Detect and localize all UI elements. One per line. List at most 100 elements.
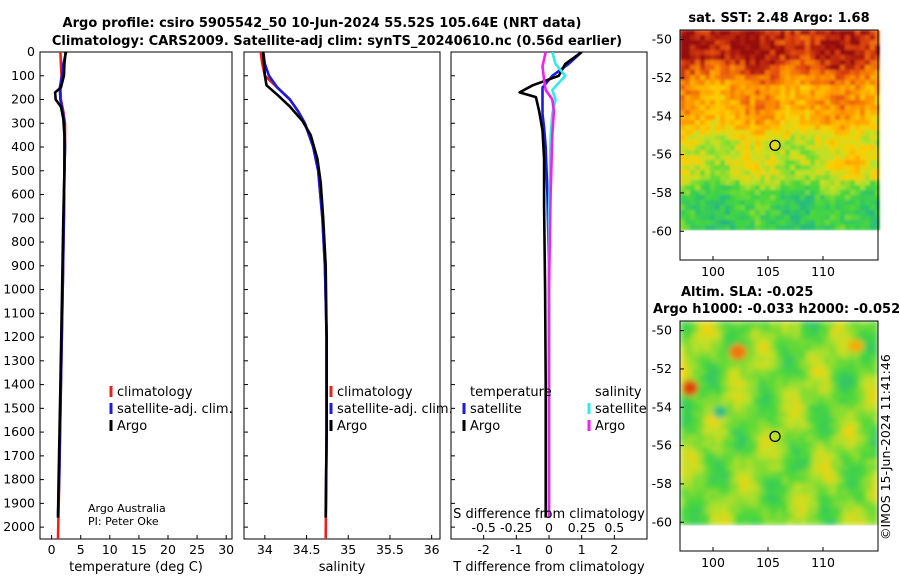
sst-cell xyxy=(700,30,706,36)
sla-cell xyxy=(800,465,807,472)
sla-cell xyxy=(680,501,687,508)
sst-cell xyxy=(690,225,696,231)
sla-cell xyxy=(794,333,801,340)
sst-cell xyxy=(790,210,796,216)
sst-cell xyxy=(830,70,836,76)
sla-cell xyxy=(716,363,723,370)
sst-cell xyxy=(820,185,826,191)
sla-cell xyxy=(704,429,711,436)
sla-cell xyxy=(764,465,771,472)
sla-cell xyxy=(806,453,813,460)
sst-cell xyxy=(870,180,876,186)
sst-cell xyxy=(720,175,726,181)
sst-cell xyxy=(730,40,736,46)
sla-cell xyxy=(848,369,855,376)
sst-cell xyxy=(770,35,776,41)
sst-cell xyxy=(820,170,826,176)
sla-cell xyxy=(872,465,879,472)
sla-cell xyxy=(842,393,849,400)
sst-cell xyxy=(680,200,686,206)
sst-cell xyxy=(755,135,761,141)
sst-cell xyxy=(770,190,776,196)
sla-cell xyxy=(764,351,771,358)
sst-cell xyxy=(830,135,836,141)
sla-cell xyxy=(848,519,855,526)
sla-cell xyxy=(800,507,807,514)
sst-cell xyxy=(835,60,841,66)
sla-cell xyxy=(692,393,699,400)
sla-cell xyxy=(812,333,819,340)
sst-cell xyxy=(725,85,731,91)
sla-cell xyxy=(740,327,747,334)
sst-cell xyxy=(680,210,686,216)
sst-cell xyxy=(780,130,786,136)
sst-cell xyxy=(745,65,751,71)
sla-cell xyxy=(740,501,747,508)
sst-cell xyxy=(690,150,696,156)
sla-cell xyxy=(872,417,879,424)
sla-cell xyxy=(842,357,849,364)
sst-cell xyxy=(820,130,826,136)
sla-cell xyxy=(842,441,849,448)
sla-cell xyxy=(842,519,849,526)
sla-cell xyxy=(806,321,813,328)
sst-cell xyxy=(755,115,761,121)
sla-cell xyxy=(686,405,693,412)
sla-cell xyxy=(854,495,861,502)
sst-cell xyxy=(770,90,776,96)
sla-cell xyxy=(764,489,771,496)
sst-cell xyxy=(735,220,741,226)
sst-cell xyxy=(860,135,866,141)
sst-cell xyxy=(765,100,771,106)
sla-cell xyxy=(818,369,825,376)
sst-cell xyxy=(740,140,746,146)
sla-cell xyxy=(806,513,813,520)
sla-cell xyxy=(860,441,867,448)
sst-cell xyxy=(840,130,846,136)
sla-cell xyxy=(746,465,753,472)
sla-cell xyxy=(860,507,867,514)
sst-cell xyxy=(785,185,791,191)
sst-cell xyxy=(785,125,791,131)
sst-cell xyxy=(800,220,806,226)
sst-cell xyxy=(805,165,811,171)
sst-cell xyxy=(680,195,686,201)
sst-cell xyxy=(815,160,821,166)
sla-cell xyxy=(818,411,825,418)
sst-cell xyxy=(760,175,766,181)
sla-cell xyxy=(824,321,831,328)
sla-cell xyxy=(686,411,693,418)
sst-cell xyxy=(865,45,871,51)
sst-cell xyxy=(825,40,831,46)
sla-cell xyxy=(758,375,765,382)
sst-cell xyxy=(870,220,876,226)
sst-cell xyxy=(725,120,731,126)
sst-cell xyxy=(825,50,831,56)
sla-cell xyxy=(854,369,861,376)
sla-cell xyxy=(854,507,861,514)
sla-cell xyxy=(746,471,753,478)
sla-cell xyxy=(692,339,699,346)
sla-cell xyxy=(770,411,777,418)
sst-cell xyxy=(695,120,701,126)
sst-cell xyxy=(845,110,851,116)
sst-cell xyxy=(815,85,821,91)
map-y-tick-label: -54 xyxy=(652,108,672,123)
sla-cell xyxy=(758,369,765,376)
series-temperature-argo-line xyxy=(518,52,583,518)
sst-cell xyxy=(775,140,781,146)
sst-cell xyxy=(725,45,731,51)
sst-cell xyxy=(740,105,746,111)
sla-cell xyxy=(686,333,693,340)
sst-cell xyxy=(775,215,781,221)
sst-cell xyxy=(790,135,796,141)
sla-cell xyxy=(818,417,825,424)
sst-cell xyxy=(720,210,726,216)
sla-cell xyxy=(818,351,825,358)
sst-cell xyxy=(775,180,781,186)
legend-label-argo: Argo xyxy=(337,419,367,434)
sst-cell xyxy=(770,215,776,221)
sla-cell xyxy=(782,411,789,418)
sst-cell xyxy=(715,155,721,161)
sst-cell xyxy=(725,50,731,56)
